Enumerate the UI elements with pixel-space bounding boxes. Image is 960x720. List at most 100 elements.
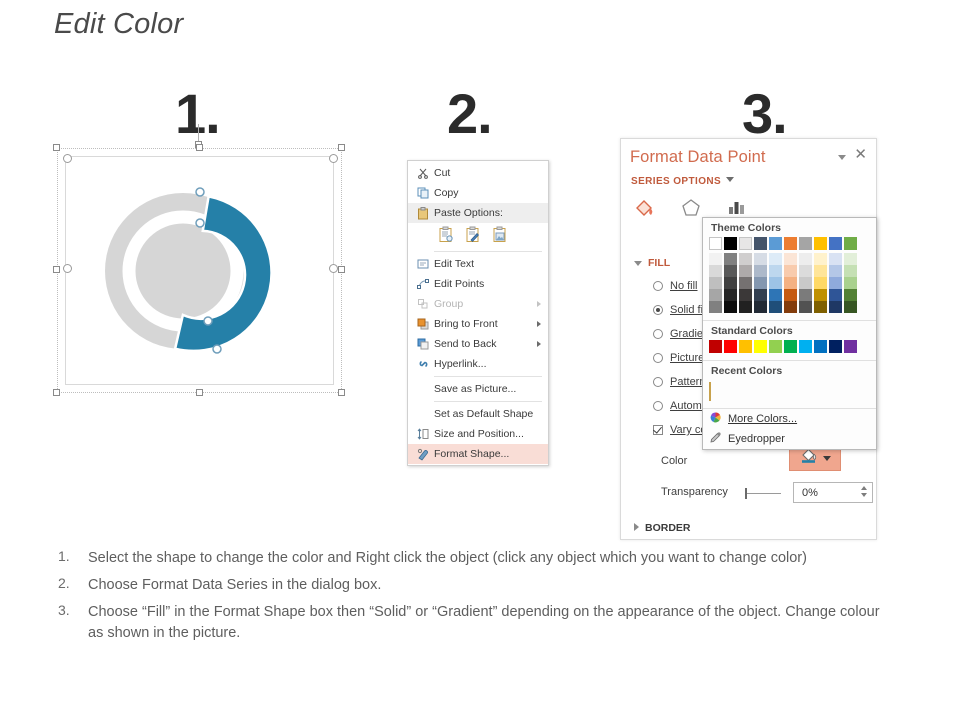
standard-swatch[interactable] <box>814 340 827 353</box>
submenu-arrow-icon <box>537 301 541 307</box>
standard-swatch[interactable] <box>739 340 752 353</box>
resize-handle-sw[interactable] <box>53 389 60 396</box>
variant-column[interactable] <box>799 253 812 313</box>
instruction-number: 1. <box>58 548 70 564</box>
standard-swatch[interactable] <box>844 340 857 353</box>
theme-swatch[interactable] <box>844 237 857 250</box>
variant-column[interactable] <box>784 253 797 313</box>
menu-item-format-shape[interactable]: Format Shape... <box>408 444 548 464</box>
standard-swatch[interactable] <box>829 340 842 353</box>
standard-swatch[interactable] <box>709 340 722 353</box>
standard-swatch[interactable] <box>754 340 767 353</box>
color-wheel-icon <box>709 411 722 427</box>
menu-item-set-as-default-shape[interactable]: Set as Default Shape <box>408 404 548 424</box>
theme-swatch[interactable] <box>829 237 842 250</box>
theme-swatch[interactable] <box>709 237 722 250</box>
transparency-slider-knob[interactable] <box>745 488 747 499</box>
resize-handle-n[interactable] <box>196 144 203 151</box>
theme-swatch[interactable] <box>724 237 737 250</box>
paste-icon <box>412 206 434 220</box>
effects-icon[interactable] <box>679 197 705 221</box>
paste-picture-icon[interactable] <box>492 226 508 246</box>
radio-icon <box>653 329 663 339</box>
standard-swatch[interactable] <box>724 340 737 353</box>
menu-item-paste-options[interactable]: Paste Options: <box>408 203 548 223</box>
context-menu[interactable]: Cut Copy Paste Options: <box>407 160 549 466</box>
resize-handle-se[interactable] <box>338 389 345 396</box>
theme-swatch[interactable] <box>784 237 797 250</box>
inner-handle-nw[interactable] <box>63 154 72 163</box>
inner-handle-w[interactable] <box>63 264 72 273</box>
standard-swatch[interactable] <box>784 340 797 353</box>
menu-item-send-to-back[interactable]: Send to Back <box>408 334 548 354</box>
panel-selected-shape[interactable] <box>53 124 345 396</box>
donut-chart[interactable] <box>71 154 327 386</box>
step-number-2: 2. <box>447 82 493 145</box>
series-options-dropdown[interactable]: SERIES OPTIONS <box>631 176 735 187</box>
theme-colors-row[interactable] <box>703 237 876 250</box>
eyedropper-item[interactable]: Eyedropper <box>703 429 876 449</box>
theme-color-variants[interactable] <box>703 250 876 317</box>
resize-handle-s[interactable] <box>196 389 203 396</box>
variant-column[interactable] <box>754 253 767 313</box>
menu-item-label: Format Shape... <box>434 448 510 460</box>
fill-section-header[interactable]: FILL <box>634 257 670 269</box>
recent-colors-row[interactable] <box>703 380 876 405</box>
variant-column[interactable] <box>739 253 752 313</box>
spinner-down-icon[interactable] <box>861 493 867 497</box>
transparency-input[interactable]: 0% <box>793 482 873 503</box>
paint-bucket-icon <box>800 447 820 469</box>
resize-handle-e[interactable] <box>338 266 345 273</box>
radio-solid-fill[interactable]: Solid fill <box>653 304 708 316</box>
instruction-number: 3. <box>58 602 70 619</box>
menu-item-copy[interactable]: Copy <box>408 183 548 203</box>
inner-handle-ne[interactable] <box>329 154 338 163</box>
menu-item-bring-to-front[interactable]: Bring to Front <box>408 314 548 334</box>
theme-swatch[interactable] <box>769 237 782 250</box>
radio-icon <box>653 401 663 411</box>
recent-swatch[interactable] <box>709 382 711 401</box>
paste-keep-source-formatting-icon[interactable] <box>438 226 454 246</box>
theme-swatch[interactable] <box>754 237 767 250</box>
theme-swatch[interactable] <box>814 237 827 250</box>
dropdown-separator <box>703 320 876 321</box>
theme-swatch[interactable] <box>739 237 752 250</box>
theme-swatch[interactable] <box>799 237 812 250</box>
fill-line-icon[interactable] <box>633 197 659 221</box>
series-options-icon[interactable] <box>725 197 751 221</box>
scissors-icon <box>412 167 434 179</box>
variant-column[interactable] <box>769 253 782 313</box>
menu-item-cut[interactable]: Cut <box>408 163 548 183</box>
spinner-up-icon[interactable] <box>861 486 867 490</box>
paste-merge-formatting-icon[interactable] <box>465 226 481 246</box>
spinner-arrows[interactable] <box>861 486 867 497</box>
standard-swatch[interactable] <box>799 340 812 353</box>
menu-item-save-as-picture[interactable]: Save as Picture... <box>408 379 548 399</box>
chevron-down-icon[interactable] <box>838 155 846 160</box>
standard-colors-row[interactable] <box>703 340 876 357</box>
donut-selected-segment[interactable] <box>173 194 282 361</box>
submenu-arrow-icon <box>537 321 541 327</box>
resize-handle-ne[interactable] <box>338 144 345 151</box>
transparency-slider-track[interactable] <box>747 493 781 494</box>
variant-column[interactable] <box>814 253 827 313</box>
menu-item-hyperlink[interactable]: Hyperlink... <box>408 354 548 374</box>
variant-column[interactable] <box>844 253 857 313</box>
resize-handle-w[interactable] <box>53 266 60 273</box>
pane-tab-strip[interactable] <box>633 197 751 221</box>
variant-column[interactable] <box>829 253 842 313</box>
radio-no-fill[interactable]: No fill <box>653 280 698 292</box>
resize-handle-nw[interactable] <box>53 144 60 151</box>
paste-options-row[interactable] <box>408 223 548 249</box>
variant-column[interactable] <box>709 253 722 313</box>
color-dropdown-menu[interactable]: Theme Colors Standard Colors <box>702 217 877 450</box>
menu-item-edit-text[interactable]: Edit Text <box>408 254 548 274</box>
standard-swatch[interactable] <box>769 340 782 353</box>
close-icon[interactable]: ✕ <box>854 146 867 163</box>
inner-handle-e[interactable] <box>329 264 338 273</box>
more-colors-item[interactable]: More Colors... <box>703 409 876 429</box>
menu-item-size-and-position[interactable]: Size and Position... <box>408 424 548 444</box>
menu-item-edit-points[interactable]: Edit Points <box>408 274 548 294</box>
variant-column[interactable] <box>724 253 737 313</box>
border-section-header[interactable]: BORDER <box>634 522 691 534</box>
